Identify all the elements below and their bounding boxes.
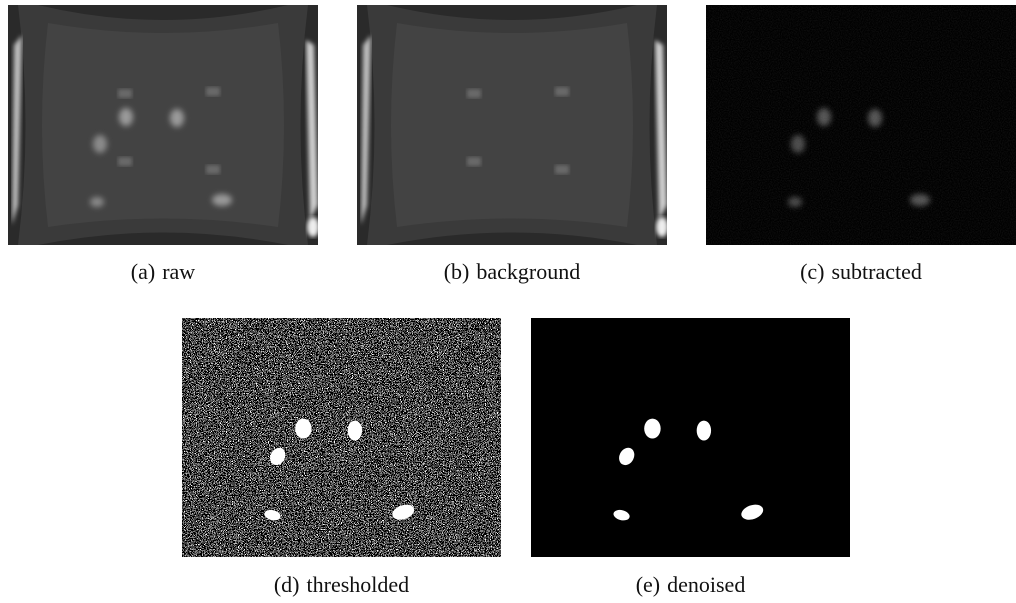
caption: (d) thresholded [182,572,501,598]
caption-label: (b) [444,259,470,284]
figure-page: (a) raw (b)background (c) subtracted (d) th… [0,0,1016,603]
denoised-image [531,318,850,557]
caption: (b)background [357,259,667,285]
background-image [357,5,667,245]
caption-label: (d) [274,572,300,597]
caption-text: thresholded [307,572,410,597]
caption: (a) raw [8,259,318,285]
caption-text: background [476,259,580,284]
subtracted-image [706,5,1016,245]
caption-text: raw [162,259,195,284]
caption-text: subtracted [832,259,922,284]
caption: (c) subtracted [706,259,1016,285]
thresholded-image [182,318,501,557]
caption: (e) denoised [531,572,850,598]
raw-image [8,5,318,245]
caption-label: (a) [131,259,155,284]
caption-text: denoised [667,572,745,597]
caption-label: (c) [800,259,824,284]
caption-label: (e) [636,572,660,597]
